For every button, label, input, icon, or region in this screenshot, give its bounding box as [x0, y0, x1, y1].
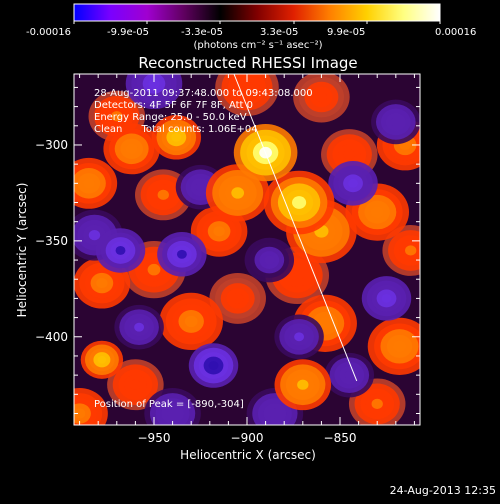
heatmap-blob — [297, 379, 309, 390]
heatmap-blob — [157, 189, 169, 200]
heatmap-blob — [171, 132, 182, 142]
heatmap-blob — [343, 149, 355, 160]
heatmap-blob — [264, 255, 275, 265]
heatmap-blob — [115, 246, 126, 255]
colorbar-tick-label: -3.3e-05 — [181, 27, 223, 38]
y-tick-label: −400 — [35, 330, 68, 344]
heatmap-blob — [148, 78, 160, 89]
heatmap-blob — [232, 293, 244, 304]
heatmap-blob — [96, 277, 108, 289]
colorbar-tick-label: 9.9e-05 — [327, 27, 365, 38]
colorbar-tick-label: -9.9e-05 — [107, 27, 149, 38]
colorbar-tick-label: -0.00016 — [26, 27, 71, 38]
x-tick-label: −850 — [324, 431, 357, 445]
heatmap-blob — [213, 226, 225, 237]
heatmap-blob — [370, 206, 384, 218]
heatmap-blob — [184, 315, 198, 328]
colorbar — [73, 3, 441, 22]
plot-timestamp: 24-Aug-2013 12:35 — [390, 484, 496, 497]
annotation-time: 28-Aug-2011 09:37:48.000 to 09:43:08.000 — [94, 88, 313, 99]
heatmap-blob — [111, 111, 123, 122]
heatmap-blob — [147, 263, 161, 276]
y-tick-label: −350 — [35, 234, 68, 248]
heatmap-blob — [240, 81, 254, 94]
heatmap-blob — [405, 245, 417, 256]
colorbar-tick-label: 3.3e-05 — [260, 27, 298, 38]
heatmap-blob — [269, 408, 281, 419]
heatmap-image — [74, 74, 420, 425]
x-tick-label: −950 — [138, 431, 171, 445]
heatmap-blob — [290, 269, 304, 282]
x-tick-label: −900 — [231, 431, 264, 445]
heatmap-blob — [231, 187, 245, 199]
heatmap-blob — [88, 230, 101, 241]
heatmap-blob — [97, 355, 107, 364]
y-axis-label: Heliocentric Y (arcsec) — [15, 183, 29, 318]
heatmap-blob — [74, 408, 86, 419]
heatmap-blob — [390, 117, 401, 127]
heatmap-blob — [176, 249, 187, 259]
y-tick-label: −300 — [35, 138, 68, 152]
colorbar-tick-label: 0.00016 — [435, 27, 476, 38]
x-axis-label: Heliocentric X (arcsec) — [180, 448, 316, 462]
axes: −950 −900 −850 −300 −350 −400 — [35, 74, 420, 445]
heatmap-blob — [126, 143, 138, 154]
heatmap-blob — [134, 322, 145, 332]
heatmap-blob — [318, 317, 332, 330]
heatmap-blob — [195, 182, 206, 192]
annotation-detectors: Detectors: 4F 5F 6F 7F 8F, Att 0 — [94, 100, 253, 111]
limb-line — [233, 73, 358, 382]
colorbar-units: (photons cm⁻² s⁻¹ asec⁻²) — [193, 40, 322, 51]
heatmap-blob — [393, 340, 406, 353]
heatmap-blob — [348, 178, 358, 188]
heatmap-blob — [294, 332, 305, 342]
heatmap-blob — [344, 370, 355, 380]
heatmap-blob — [208, 361, 219, 370]
heatmap-blob — [371, 398, 383, 409]
heatmap-blob — [292, 196, 307, 209]
heatmap-blob — [381, 293, 392, 303]
chart-title: Reconstructed RHESSI Image — [138, 54, 357, 72]
heatmap-blob — [129, 379, 142, 390]
annotation-clean: Clean Total counts: 1.06E+04 — [94, 124, 258, 135]
heatmap-blob — [83, 178, 95, 189]
peak-position-label: Position of Peak = [-890,-304] — [94, 399, 244, 410]
heatmap-blob — [166, 408, 179, 419]
heatmap-blob — [315, 91, 328, 103]
colorbar-ticks — [73, 21, 441, 24]
annotation-energy: Energy Range: 25.0 - 50.0 keV — [94, 112, 247, 123]
